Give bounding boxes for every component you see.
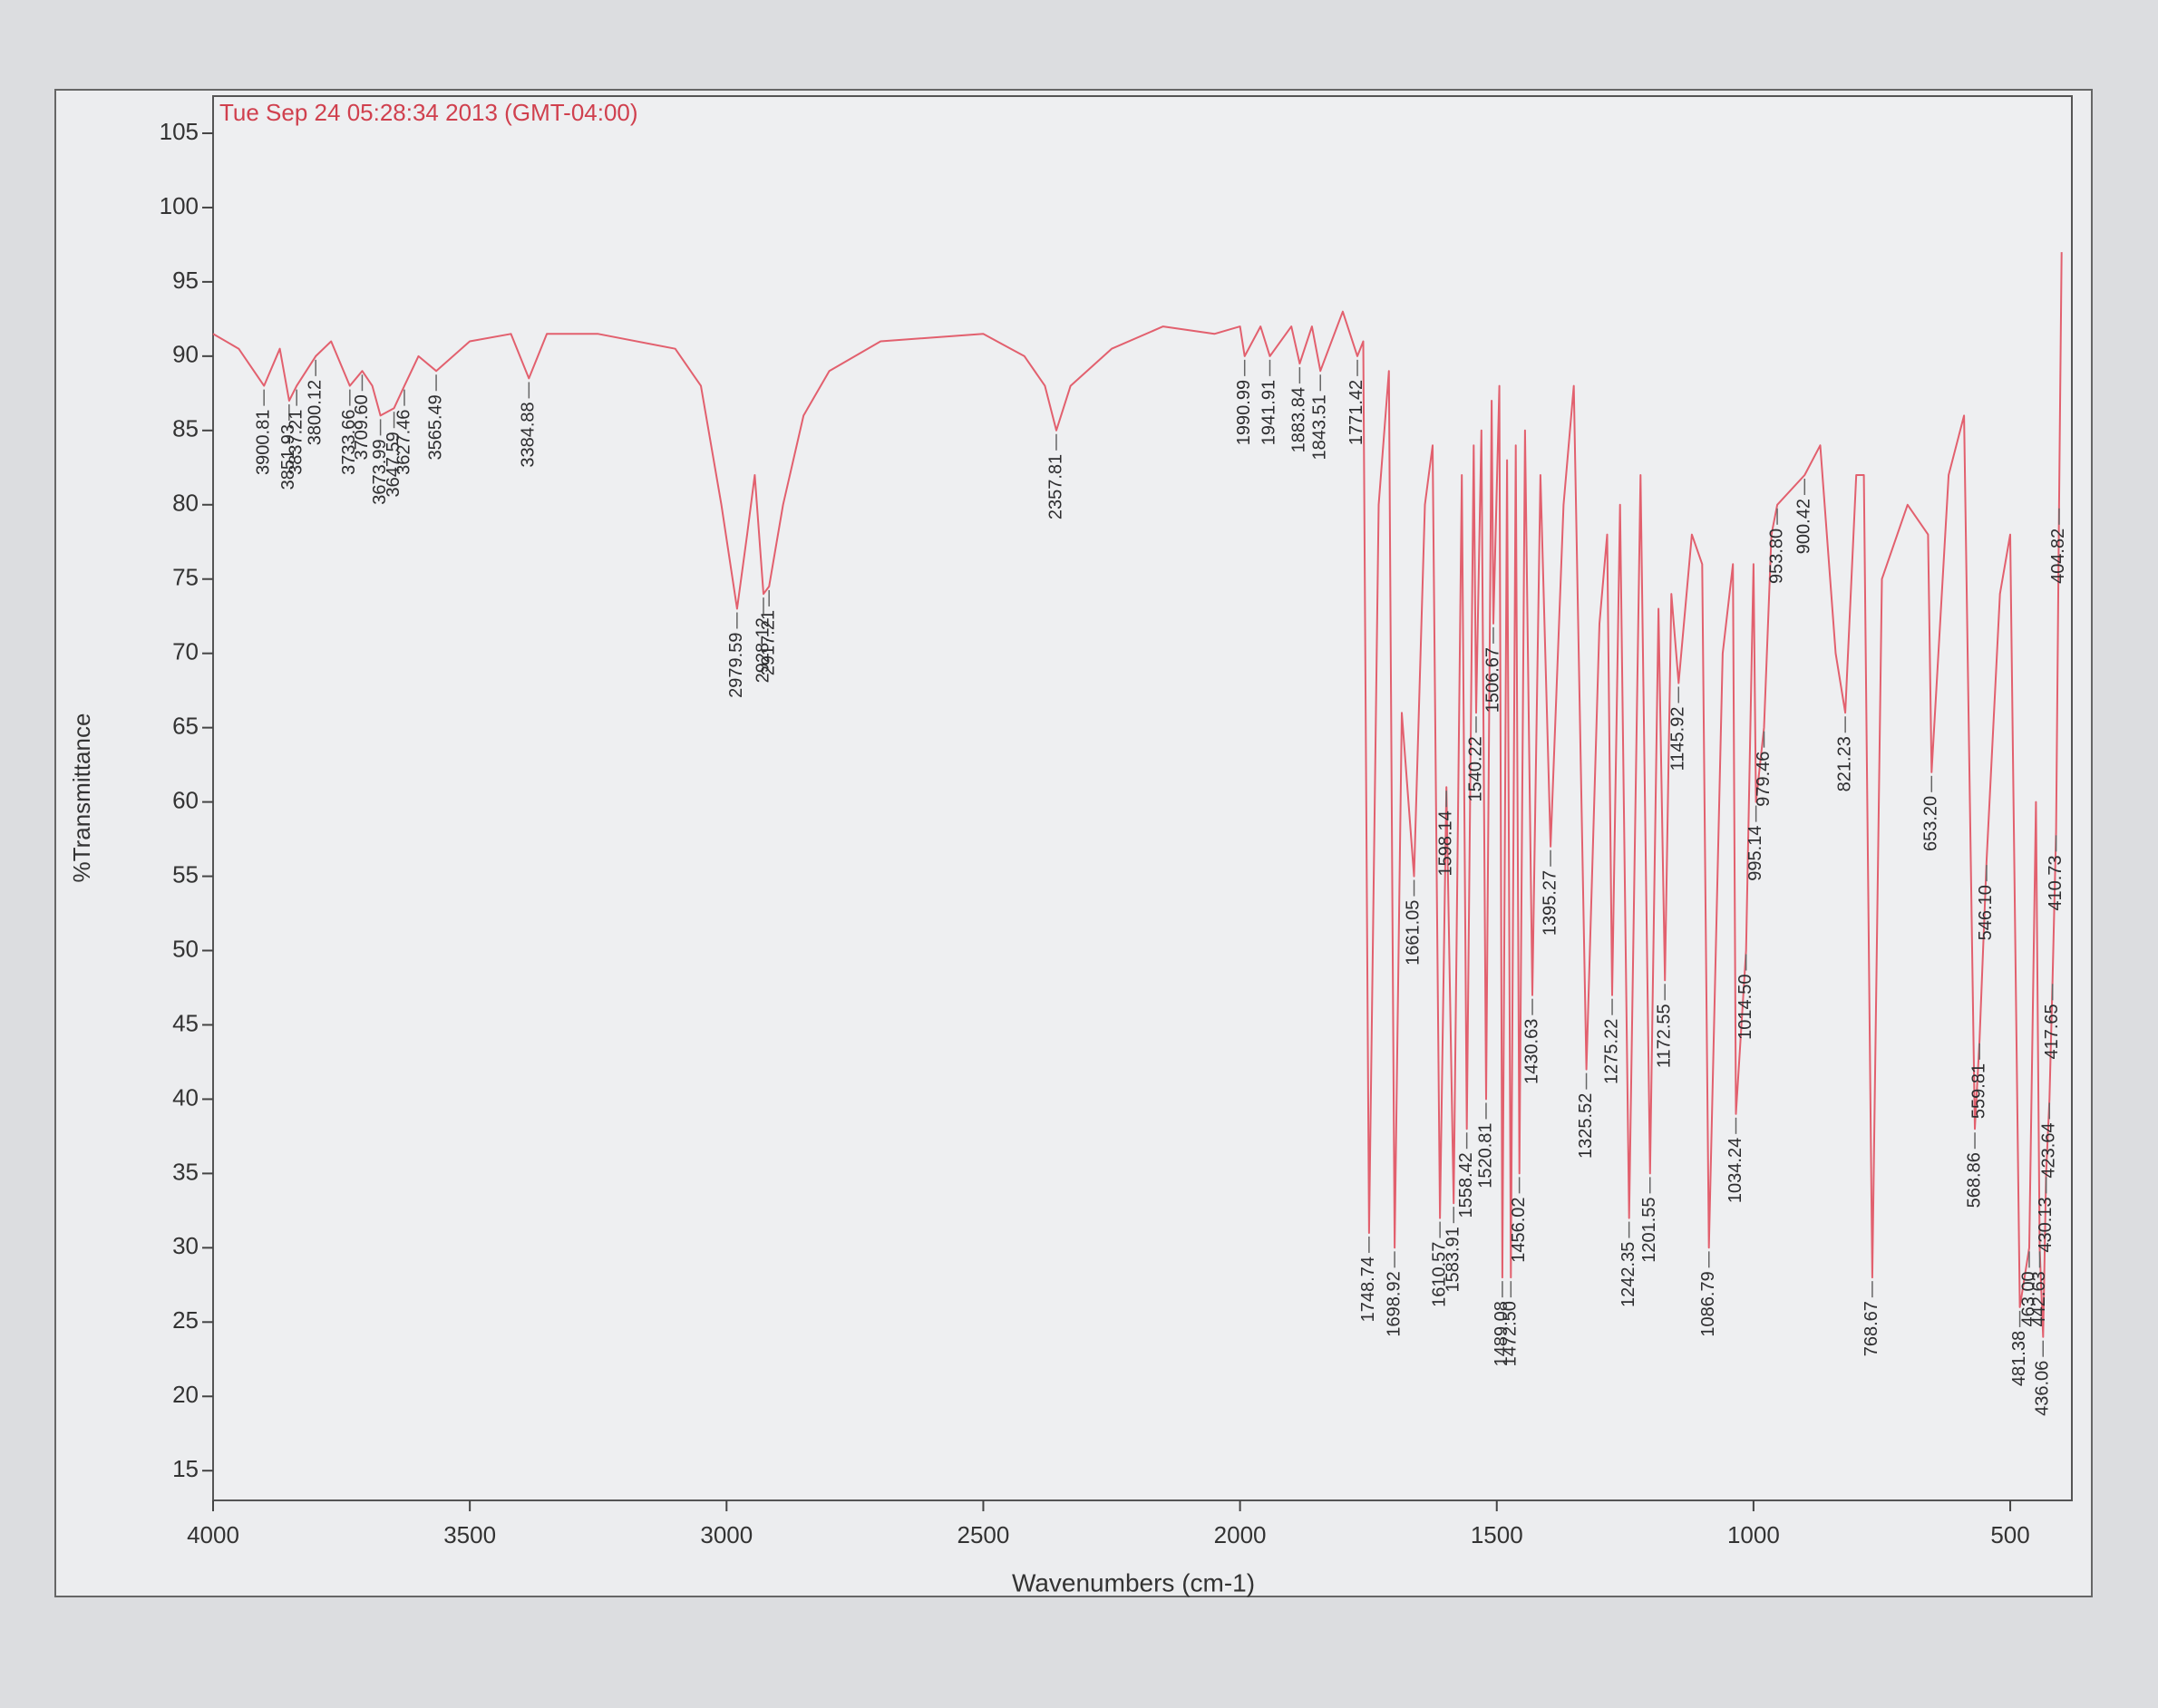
peak-label: 559.81 bbox=[1968, 1063, 1988, 1119]
y-tick-label: 45 bbox=[172, 1009, 199, 1036]
x-tick-label: 500 bbox=[1990, 1521, 2029, 1548]
y-tick-label: 50 bbox=[172, 935, 199, 962]
peak-label: 1242.35 bbox=[1618, 1242, 1638, 1307]
peak-label: 1201.55 bbox=[1639, 1197, 1659, 1262]
peak-label: 430.13 bbox=[2036, 1197, 2056, 1252]
peak-label: 442.63 bbox=[2029, 1271, 2049, 1326]
peak-label: 1990.99 bbox=[1234, 380, 1254, 445]
x-axis-label: Wavenumbers (cm-1) bbox=[1012, 1568, 1255, 1596]
peak-label: 568.86 bbox=[1964, 1152, 1984, 1208]
peak-label: 463.00 bbox=[2018, 1271, 2038, 1326]
peak-label: 1698.92 bbox=[1384, 1271, 1404, 1336]
y-tick-label: 35 bbox=[172, 1158, 199, 1185]
peak-label: 410.73 bbox=[2046, 855, 2066, 910]
x-tick-label: 4000 bbox=[187, 1521, 239, 1548]
chart-title: Tue Sep 24 05:28:34 2013 (GMT-04:00) bbox=[219, 99, 638, 126]
peak-label: 1661.05 bbox=[1404, 900, 1424, 966]
peak-label: 1014.50 bbox=[1735, 975, 1755, 1040]
y-tick-label: 20 bbox=[172, 1381, 199, 1408]
y-tick-label: 40 bbox=[172, 1083, 199, 1111]
peak-label: 1610.57 bbox=[1429, 1242, 1449, 1307]
peak-label: 3565.49 bbox=[425, 394, 445, 460]
y-axis-label: %Transmittance bbox=[68, 713, 95, 883]
peak-label: 1941.91 bbox=[1259, 380, 1279, 445]
peak-label: 995.14 bbox=[1745, 826, 1765, 881]
x-tick-label: 2500 bbox=[957, 1521, 1010, 1548]
peak-label: 404.82 bbox=[2048, 529, 2068, 584]
x-tick-label: 2000 bbox=[1214, 1521, 1267, 1548]
peak-label: 900.42 bbox=[1794, 499, 1814, 554]
peak-label: 436.06 bbox=[2033, 1361, 2053, 1416]
peak-label: 953.80 bbox=[1766, 529, 1786, 584]
y-tick-label: 90 bbox=[172, 341, 199, 368]
peak-label: 1583.91 bbox=[1443, 1227, 1463, 1292]
peak-label: 1275.22 bbox=[1601, 1019, 1621, 1084]
y-tick-label: 25 bbox=[172, 1306, 199, 1334]
peak-label: 1086.79 bbox=[1698, 1271, 1718, 1336]
spectrum-line bbox=[212, 252, 2063, 1338]
y-tick-label: 65 bbox=[172, 713, 199, 740]
peak-label: 2917.21 bbox=[759, 610, 779, 675]
peak-label: 1456.02 bbox=[1509, 1197, 1529, 1262]
peak-label: 1520.81 bbox=[1475, 1122, 1495, 1188]
peak-label: 821.23 bbox=[1834, 736, 1854, 791]
peak-label: 3851.93 bbox=[278, 424, 298, 490]
peak-label: 3900.81 bbox=[254, 410, 274, 475]
peak-label: 3709.60 bbox=[352, 394, 372, 460]
peak-label: 1472.50 bbox=[1501, 1301, 1521, 1366]
peak-label: 768.67 bbox=[1862, 1301, 1881, 1356]
peak-label: 481.38 bbox=[2009, 1331, 2029, 1386]
peak-label: 423.64 bbox=[2039, 1122, 2059, 1178]
peak-label: 546.10 bbox=[1976, 885, 1996, 940]
y-tick-label: 60 bbox=[172, 786, 199, 813]
y-tick-label: 85 bbox=[172, 415, 199, 442]
peak-label: 1506.67 bbox=[1482, 647, 1502, 713]
peak-label: 3837.21 bbox=[287, 410, 306, 475]
plot-area bbox=[212, 95, 2073, 1501]
x-tick-label: 1500 bbox=[1471, 1521, 1523, 1548]
y-tick-label: 100 bbox=[160, 192, 199, 219]
y-tick-label: 80 bbox=[172, 490, 199, 517]
y-tick-label: 75 bbox=[172, 564, 199, 591]
peak-label: 2928.12 bbox=[753, 617, 773, 683]
peak-label: 1395.27 bbox=[1540, 870, 1560, 936]
y-tick-label: 105 bbox=[160, 118, 199, 145]
y-tick-label: 95 bbox=[172, 267, 199, 294]
peak-label: 1145.92 bbox=[1668, 707, 1688, 772]
peak-label: 1843.51 bbox=[1310, 394, 1330, 460]
peak-label: 1430.63 bbox=[1521, 1019, 1541, 1084]
x-tick-label: 3000 bbox=[700, 1521, 753, 1548]
y-tick-label: 70 bbox=[172, 638, 199, 665]
peak-label: 2357.81 bbox=[1045, 454, 1065, 519]
peak-label: 1883.84 bbox=[1289, 387, 1309, 452]
y-tick-label: 30 bbox=[172, 1232, 199, 1259]
peak-label: 3673.99 bbox=[370, 439, 390, 504]
peak-label: 3800.12 bbox=[305, 380, 325, 445]
peak-label: 1558.42 bbox=[1456, 1152, 1476, 1218]
peak-label: 2979.59 bbox=[726, 633, 746, 698]
peak-label: 1172.55 bbox=[1654, 1004, 1674, 1068]
x-tick-label: 3500 bbox=[443, 1521, 496, 1548]
peak-label: 1540.22 bbox=[1465, 736, 1485, 801]
peak-label: 3733.66 bbox=[339, 410, 359, 475]
y-tick-label: 15 bbox=[172, 1455, 199, 1482]
peak-label: 3627.46 bbox=[394, 410, 413, 475]
peak-label: 1325.52 bbox=[1576, 1093, 1596, 1159]
peak-label: 1771.42 bbox=[1346, 380, 1366, 445]
x-tick-label: 1000 bbox=[1727, 1521, 1780, 1548]
peak-label: 1598.14 bbox=[1435, 810, 1455, 876]
peak-label: 3647.59 bbox=[384, 432, 403, 497]
peak-label: 417.65 bbox=[2042, 1004, 2062, 1059]
peak-label: 1034.24 bbox=[1725, 1138, 1745, 1203]
peak-label: 3384.88 bbox=[519, 402, 539, 467]
peak-label: 979.46 bbox=[1754, 752, 1774, 807]
peak-label: 653.20 bbox=[1921, 796, 1941, 851]
y-tick-label: 55 bbox=[172, 860, 199, 888]
peak-label: 1489.08 bbox=[1492, 1301, 1512, 1366]
peak-label: 1748.74 bbox=[1358, 1257, 1378, 1322]
